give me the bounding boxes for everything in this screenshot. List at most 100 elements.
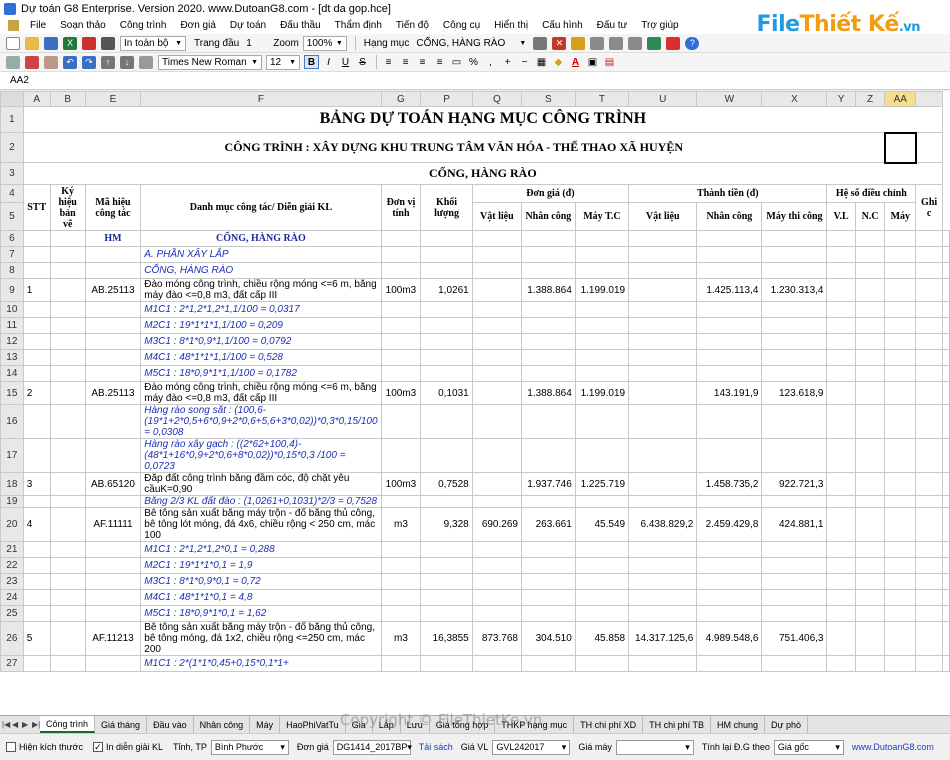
cell-nhan-cong[interactable]: 263.661	[520, 507, 576, 542]
cell-thanh-tien-nc[interactable]	[696, 317, 763, 334]
print-explanation-checkbox[interactable]: ✓	[92, 741, 103, 752]
cell-hs-may[interactable]	[884, 557, 917, 574]
cell-ghi-chu[interactable]	[942, 365, 950, 382]
cell-ma-hieu[interactable]: AF.11213	[84, 621, 142, 656]
cell-hs-vl[interactable]	[826, 278, 856, 302]
cell-hs-may[interactable]	[884, 381, 917, 405]
cell-don-vi[interactable]: 100m3	[380, 472, 422, 496]
cell-aa[interactable]	[915, 278, 943, 302]
cell-don-vi[interactable]	[380, 365, 422, 382]
cell-stt[interactable]: 3	[22, 472, 51, 496]
row-header[interactable]: 14	[0, 365, 24, 382]
cell-thanh-tien-vl[interactable]	[628, 246, 698, 263]
menu-cong-trinh[interactable]: Công trình	[119, 20, 167, 31]
cell-khoi-luong[interactable]: 9,328	[420, 507, 473, 542]
cell-thanh-tien-may[interactable]	[761, 573, 828, 590]
cell-ma-hieu[interactable]	[84, 246, 142, 263]
cell-section[interactable]: A. PHẦN XÂY LẮP	[140, 246, 382, 263]
cell-hs-may[interactable]	[884, 317, 917, 334]
cell-ghi-chu[interactable]	[942, 333, 950, 350]
cell-thanh-tien-vl[interactable]	[628, 589, 698, 606]
cell-nhan-cong[interactable]: 1.388.864	[520, 278, 576, 302]
strike-button[interactable]: S	[359, 56, 366, 68]
cell-hs-nc[interactable]	[854, 507, 886, 542]
font-name-select[interactable]: Times New Roman ▼	[158, 54, 262, 70]
cell-khoi-luong[interactable]	[420, 541, 473, 558]
spreadsheet-grid[interactable]: A B E F G P Q S T U W X Y Z AA 1 BẢNG D	[0, 91, 950, 715]
cell-stt[interactable]	[22, 230, 51, 247]
tab-nhan-cong[interactable]: Nhân công	[194, 716, 251, 733]
cell-formula[interactable]: M1C1 : 2*(1*1*0,45+0,15*0,1*1+	[140, 655, 382, 672]
tab-gia[interactable]: Gia	[346, 716, 373, 733]
cell-formula[interactable]: M1C1 : 2*1,2*1,2*1,1/100 = 0,0317	[140, 301, 382, 318]
cell-ky-hieu[interactable]	[49, 655, 86, 672]
header-don-vi[interactable]: Đơn vị tính	[380, 184, 422, 231]
cell-vat-lieu[interactable]	[471, 230, 522, 247]
cell-hs-vl[interactable]	[826, 621, 856, 656]
cell-may-tc[interactable]	[574, 605, 630, 622]
help-icon[interactable]: ?	[685, 36, 700, 50]
cell-aa[interactable]	[915, 507, 943, 542]
cell-hs-vl[interactable]	[826, 557, 856, 574]
cell-nhan-cong[interactable]	[520, 655, 576, 672]
cell-vat-lieu[interactable]	[471, 472, 522, 496]
cell-ky-hieu[interactable]	[49, 472, 86, 496]
user-icon[interactable]	[647, 36, 662, 50]
cell-khoi-luong[interactable]	[420, 438, 473, 473]
cell-ma-hieu[interactable]	[84, 301, 142, 318]
cell-ky-hieu[interactable]	[49, 262, 86, 279]
cell-hs-may[interactable]	[884, 507, 917, 542]
menu-soan-thao[interactable]: Soạn thảo	[60, 20, 106, 31]
column-header[interactable]: T	[574, 91, 630, 107]
cell-may-tc[interactable]	[574, 246, 630, 263]
cell-aa[interactable]	[915, 262, 943, 279]
unit-price-select[interactable]: DG1414_2017BP ▾	[332, 739, 412, 755]
cell-aa[interactable]	[915, 381, 943, 405]
cell-nhan-cong[interactable]	[520, 495, 576, 508]
zoom-select[interactable]: 100% ▼	[302, 35, 347, 51]
cell-hs-may[interactable]	[884, 246, 917, 263]
column-header[interactable]: Z	[854, 91, 886, 107]
cell-aa[interactable]	[915, 541, 943, 558]
header-khoi-luong[interactable]: Khối lượng	[420, 184, 473, 231]
cell-aa[interactable]	[915, 438, 943, 473]
move-down-icon[interactable]: ↓	[120, 55, 134, 69]
tab-hao-phi-vat-tu[interactable]: HaoPhiVatTu	[280, 716, 346, 733]
cell-hs-nc[interactable]	[854, 404, 886, 439]
sheet-title[interactable]: BẢNG DỰ TOÁN HẠNG MỤC CÔNG TRÌNH	[22, 106, 944, 133]
row-header[interactable]: 26	[0, 621, 24, 656]
cell-thanh-tien-may[interactable]: 922.721,3	[761, 472, 828, 496]
page-input[interactable]: 1	[246, 37, 252, 49]
list-icon[interactable]	[628, 36, 643, 50]
header-vat-lieu-total[interactable]: Vật liệu	[628, 202, 698, 231]
cell-ghi-chu[interactable]	[942, 589, 950, 606]
cell-may-tc[interactable]	[574, 541, 630, 558]
cell-hs-may[interactable]	[884, 472, 917, 496]
cell-ma-hieu[interactable]: AF.11111	[84, 507, 142, 542]
cell-thanh-tien-nc[interactable]: 1.458.735,2	[696, 472, 763, 496]
selected-cell-aa2[interactable]	[883, 131, 917, 164]
cell-hs-nc[interactable]	[854, 278, 886, 302]
row-header[interactable]: 9	[0, 278, 24, 302]
cell-may-tc[interactable]	[574, 349, 630, 366]
cell-ma-hieu[interactable]	[84, 404, 142, 439]
cell-khoi-luong[interactable]	[420, 605, 473, 622]
cell-don-vi[interactable]	[380, 438, 422, 473]
cell-vat-lieu[interactable]	[471, 541, 522, 558]
cell-stt[interactable]	[22, 589, 51, 606]
cell-vat-lieu[interactable]	[471, 349, 522, 366]
cell-ma-hieu[interactable]: HM	[84, 230, 142, 247]
cell-hs-may[interactable]	[884, 230, 917, 247]
cell-ghi-chu[interactable]	[942, 349, 950, 366]
cell-vat-lieu[interactable]	[471, 317, 522, 334]
cell-thanh-tien-may[interactable]	[761, 246, 828, 263]
row-header[interactable]: 15	[0, 381, 24, 405]
cell-hs-may[interactable]	[884, 438, 917, 473]
menu-dau-tu[interactable]: Đấu tư	[596, 20, 628, 31]
cell-don-vi[interactable]	[380, 333, 422, 350]
cell-vat-lieu[interactable]	[471, 573, 522, 590]
cell-may-tc[interactable]	[574, 262, 630, 279]
cell-don-vi[interactable]: m3	[380, 621, 422, 656]
row-header[interactable]: 11	[0, 317, 24, 334]
menu-file[interactable]: File	[30, 20, 47, 31]
